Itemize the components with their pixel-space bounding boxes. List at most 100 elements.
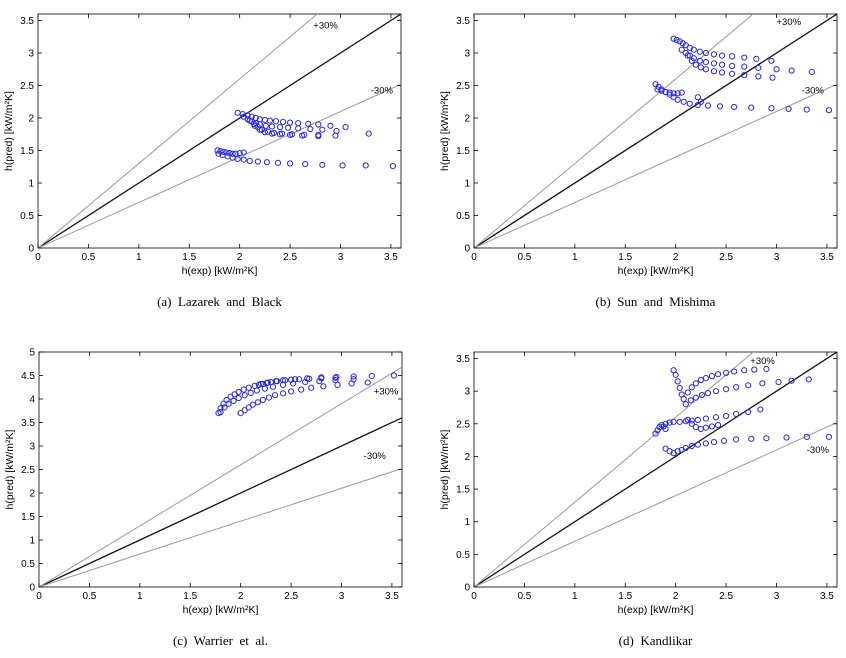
data-point: [672, 371, 679, 378]
x-axis-label: h(exp) [kW/m²K]: [618, 604, 694, 616]
data-point: [684, 52, 691, 59]
y-tick-label: 0: [29, 583, 35, 594]
data-point: [255, 381, 262, 388]
data-point: [733, 436, 740, 443]
data-point: [692, 423, 699, 431]
data-point: [803, 106, 810, 113]
data-point: [240, 149, 247, 156]
subplot-d: 0 0.5 1 1.5 2 2.5 3 3.5 0 0.5 1 1.5 2 2.5 3 3.5 h(exp) […: [439, 351, 838, 648]
data-point: [319, 161, 326, 168]
data-point: [662, 420, 669, 427]
data-point: [688, 384, 695, 391]
data-point: [315, 121, 322, 128]
data-point: [785, 105, 792, 113]
data-point: [808, 68, 815, 75]
data-point: [274, 159, 282, 166]
data-point: [245, 404, 252, 411]
plus-30-annotation: +30%: [374, 386, 399, 397]
data-point: [759, 380, 766, 387]
data-points: [652, 365, 833, 457]
data-point: [708, 423, 716, 430]
data-point: [688, 417, 695, 424]
x-tick-label: 0: [35, 252, 41, 263]
data-point: [662, 88, 669, 96]
data-point: [666, 419, 673, 426]
data-point: [362, 162, 369, 169]
data-point: [267, 378, 275, 386]
subplot-caption: (b) Sun and Mishima: [596, 294, 716, 309]
y-tick-label: 3: [464, 49, 470, 60]
subplot-b: 0 0.5 1 1.5 2 2.5 3 3.5 0 0.5 1 1.5 2 2.5 3 3.5 h(exp) […: [439, 13, 838, 309]
x-tick-label: 3.5: [820, 252, 834, 263]
data-point: [389, 163, 397, 170]
x-tick-label: 2: [238, 591, 244, 602]
data-point: [688, 57, 695, 64]
data-point: [365, 130, 372, 137]
data-point: [268, 130, 276, 137]
x-axis-label: h(exp) [kW/m²K]: [183, 604, 259, 616]
x-tick-label: 0.5: [82, 591, 96, 602]
data-point: [364, 379, 371, 386]
axes-frame: [38, 351, 403, 588]
data-point: [307, 125, 314, 133]
data-point: [768, 105, 775, 112]
data-point: [262, 122, 269, 129]
data-point: [254, 158, 261, 165]
data-point: [718, 52, 726, 59]
data-point: [263, 159, 270, 166]
x-tick-label: 1: [572, 591, 578, 602]
reference-lines: [39, 366, 402, 587]
data-point: [718, 61, 726, 68]
data-point: [319, 126, 326, 133]
y-tick-label: 2: [29, 489, 35, 500]
minus-30-annotation: -30%: [371, 85, 394, 96]
y-tick-label: 2: [464, 114, 470, 125]
data-point: [342, 124, 349, 131]
y-tick-label: 3.5: [20, 16, 34, 27]
y-tick-label: 3.5: [21, 418, 35, 429]
data-point: [666, 89, 673, 96]
data-point: [259, 396, 266, 404]
data-point: [332, 132, 339, 139]
data-point: [702, 59, 710, 66]
data-point: [825, 433, 833, 440]
data-points: [652, 35, 833, 114]
data-point: [674, 96, 681, 103]
plus-30-line: [39, 366, 402, 587]
data-point: [753, 55, 760, 62]
data-point: [279, 377, 287, 384]
data-point: [279, 118, 287, 126]
x-tick-label: 0: [471, 591, 477, 602]
y-tick-label: 1.5: [456, 146, 470, 157]
data-point: [674, 378, 681, 385]
x-axis-label: h(exp) [kW/m²K]: [618, 265, 694, 277]
x-tick-label: 2: [673, 591, 679, 602]
data-point: [308, 384, 315, 391]
minus-30-annotation: -30%: [364, 451, 387, 462]
data-point: [720, 437, 728, 444]
data-point: [704, 102, 712, 109]
y-tick-label: 1.5: [21, 512, 35, 523]
data-point: [825, 107, 833, 114]
data-point: [694, 416, 701, 423]
y-axis-label: h(pred) [kW/m²K]: [3, 91, 15, 171]
y-axis-label: h(pred) [kW/m²K]: [4, 429, 16, 509]
data-point: [731, 368, 738, 375]
data-point: [320, 383, 327, 390]
data-point: [704, 390, 712, 397]
data-point: [678, 89, 685, 96]
data-point: [687, 397, 694, 404]
data-point: [741, 72, 748, 79]
data-point: [234, 155, 241, 163]
x-tick-label: 2: [237, 252, 243, 263]
parity-line: [474, 352, 837, 587]
data-point: [298, 386, 305, 393]
x-tick-label: 0.5: [81, 252, 95, 263]
data-point: [702, 415, 710, 422]
x-tick-label: 2.5: [719, 591, 733, 602]
data-point: [714, 371, 722, 378]
data-point: [263, 379, 270, 387]
data-point: [688, 420, 695, 427]
data-point: [656, 423, 663, 431]
data-point: [674, 448, 681, 455]
